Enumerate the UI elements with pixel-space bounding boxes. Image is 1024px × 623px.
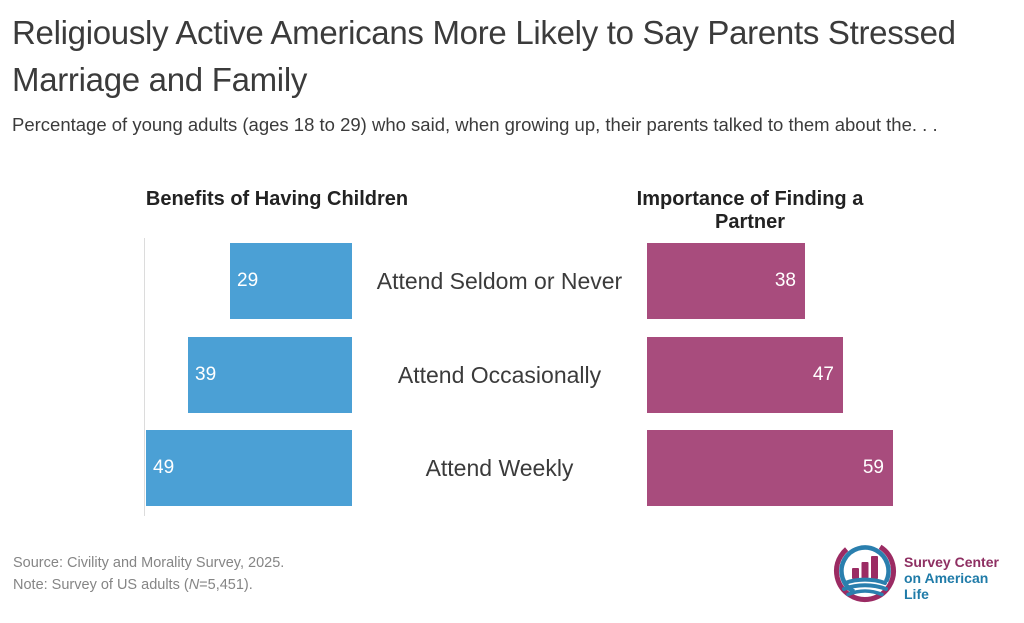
value-label: 59	[862, 457, 884, 478]
survey-center-logo: Survey Center on American Life	[833, 539, 1013, 605]
logo-line1: Survey Center	[904, 554, 999, 570]
right-series-header: Importance of Finding a Partner	[636, 188, 864, 233]
value-label: 47	[812, 364, 834, 385]
logo-wordmark: Survey Center on American Life	[904, 554, 1013, 602]
value-label: 49	[153, 457, 175, 478]
left-bar: 29	[230, 243, 352, 319]
chart-subtitle: Percentage of young adults (ages 18 to 2…	[12, 114, 938, 135]
right-bar: 38	[647, 243, 805, 319]
value-label: 29	[237, 270, 259, 291]
chart-row: 39 Attend Occasionally 47	[0, 337, 1024, 413]
logo-line2: on American Life	[904, 570, 989, 603]
chart-row: 49 Attend Weekly 59	[0, 430, 1024, 506]
left-series-header: Benefits of Having Children	[145, 188, 409, 210]
chart-row: 29 Attend Seldom or Never 38	[0, 243, 1024, 319]
category-label: Attend Occasionally	[397, 361, 602, 388]
right-bar: 47	[647, 337, 843, 413]
note-prefix: Note: Survey of US adults (	[13, 576, 189, 593]
category-label: Attend Seldom or Never	[376, 267, 623, 294]
source-line: Source: Civility and Morality Survey, 20…	[13, 555, 285, 571]
left-bar: 49	[146, 430, 352, 506]
right-bar: 59	[647, 430, 893, 506]
category-label: Attend Weekly	[425, 454, 574, 481]
left-bar: 39	[188, 337, 352, 413]
survey-center-logo-icon	[834, 540, 896, 602]
value-label: 39	[195, 364, 217, 385]
axis-line	[144, 238, 145, 516]
note-n-symbol: N	[188, 576, 200, 593]
footer-notes: Source: Civility and Morality Survey, 20…	[13, 553, 284, 597]
note-line: Note: Survey of US adults (N=5,451).	[13, 575, 284, 597]
note-suffix: =5,451).	[199, 576, 253, 593]
chart-title: Religiously Active Americans More Likely…	[12, 14, 956, 98]
value-label: 38	[774, 270, 796, 291]
